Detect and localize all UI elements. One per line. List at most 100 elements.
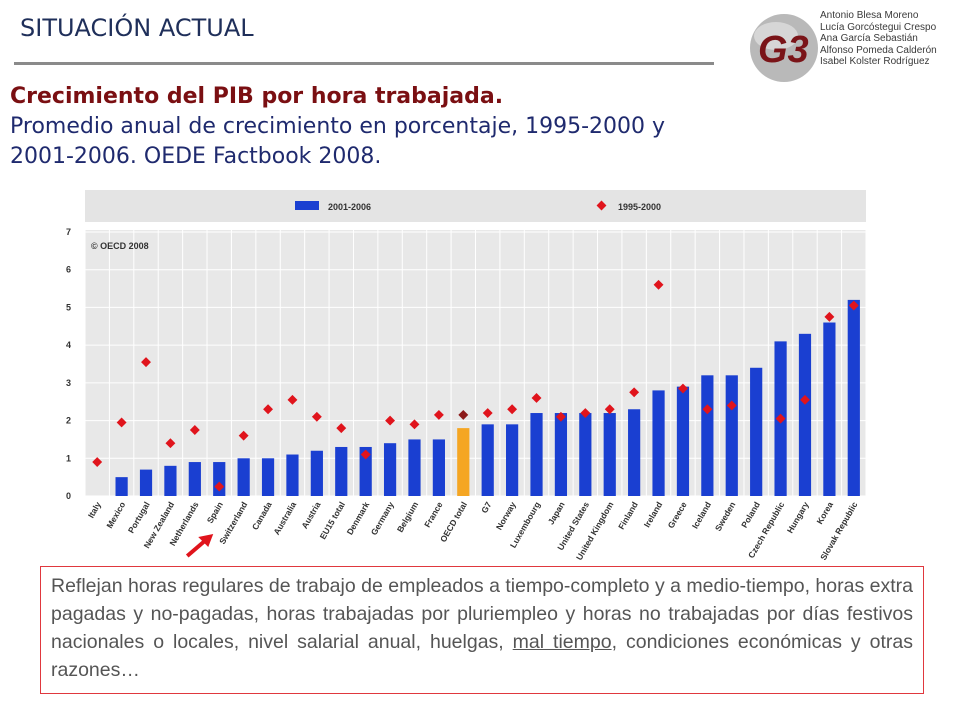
marker-1995-2000 [360,449,371,460]
marker-1995-2000 [287,394,298,405]
x-tick-label: G7 [479,500,493,515]
bar [506,424,519,496]
marker-1995-2000 [238,430,249,441]
bar [237,458,250,496]
bar [652,390,665,496]
x-tick-label: Austria [299,500,322,531]
bar [432,439,445,496]
bar [359,446,372,496]
bar [798,333,812,496]
legend-label: 1995-2000 [618,202,661,212]
x-tick-label: Korea [814,500,835,526]
author-name: Lucía Gorcóstegui Crespo [820,21,937,33]
marker-1995-2000 [531,392,542,403]
marker-1995-2000 [775,413,786,424]
bar [261,458,275,496]
logo-globe-shine [754,22,798,50]
marker-1995-2000 [702,404,713,415]
marker-1995-2000 [433,409,444,420]
author-list: Antonio Blesa Moreno Lucía Gorcóstegui C… [820,10,937,68]
bar [481,424,494,496]
x-tick-label: Denmark [345,500,372,537]
y-tick-label: 6 [66,265,71,275]
marker-1995-2000 [409,419,420,430]
marker-1995-2000 [385,415,396,426]
x-tick-label: Hungary [785,500,811,535]
bar [554,413,568,496]
marker-1995-2000 [848,300,859,311]
section-title: SITUACIÓN ACTUAL [20,14,254,42]
x-tick-label: Australia [271,500,298,537]
marker-1995-2000 [555,411,566,422]
y-tick-label: 2 [66,416,71,426]
explanation-box: Reflejan horas regulares de trabajo de e… [40,566,924,694]
bar [457,428,470,496]
copyright-annotation: © OECD 2008 [91,241,149,251]
marker-1995-2000 [678,383,688,394]
marker-1995-2000 [116,417,127,428]
bar [579,413,592,496]
legend-bar-swatch [295,201,319,210]
note-underlined-text: mal tiempo [512,631,612,653]
heading-subtitle: Promedio anual de crecimiento en porcent… [10,114,666,169]
bar [847,299,860,496]
bar [188,462,201,496]
marker-1995-2000 [189,425,200,435]
marker-1995-2000 [800,394,810,405]
bar [530,413,543,496]
marker-1995-2000 [726,400,737,411]
marker-1995-2000 [214,481,225,492]
bar [823,322,836,496]
note-text: Reflejan horas regulares de trabajo de e… [51,575,913,653]
x-tick-label: Norway [494,500,518,532]
bar [725,375,738,496]
marker-1995-2000 [604,404,615,415]
y-tick-label: 7 [66,227,71,237]
marker-1995-2000 [165,438,176,449]
x-tick-label: Sweden [713,500,738,533]
marker-1995-2000 [653,279,664,290]
marker-1995-2000 [311,411,322,422]
title-divider [14,62,714,65]
x-tick-label: Iceland [690,500,713,530]
bar [139,469,153,496]
author-name: Ana García Sebastián [820,33,918,44]
bar [383,443,397,496]
y-tick-label: 3 [66,378,71,388]
marker-1995-2000 [141,357,151,368]
marker-1995-2000 [458,409,469,420]
y-tick-label: 1 [66,453,71,463]
legend-band [85,190,866,222]
x-tick-label: Poland [739,500,762,530]
y-tick-label: 0 [66,491,71,501]
bar [628,409,641,496]
bar [603,413,616,496]
bar [164,465,177,496]
logo-text: G3 [758,29,809,71]
legend-label: 2001-2006 [328,202,371,212]
gdp-per-hour-chart: 2001-2006 1995-2000 0 1 2 3 4 5 6 7 © OECD 2008 Ita… [66,190,867,562]
x-tick-label: Belgium [395,500,421,534]
x-tick-label: EU15 total [318,500,347,541]
x-tick-label: Ireland [642,500,665,529]
x-tick-label: Finland [616,500,640,531]
bar [676,386,690,496]
x-tick-label: Spain [205,500,225,525]
author-name: Antonio Blesa Moreno [820,10,919,21]
arrow-head [198,534,214,547]
legend-marker-swatch [596,200,607,211]
x-tick-label: Portugal [126,500,152,535]
g3-logo: G3 [750,14,818,82]
author-name: Isabel Kolster Rodríguez [820,56,930,67]
x-tick-label: Japan [546,500,567,526]
marker-1995-2000 [629,387,640,398]
x-tick-label: Greece [666,500,689,530]
note-text-end: , condiciones económicas y otras razones… [51,631,913,681]
marker-1995-2000 [580,408,591,418]
x-tick-label: Canada [250,500,274,532]
bar [115,477,128,496]
heading-bold: Crecimiento del PIB por hora trabajada. [10,84,504,109]
x-tick-label: France [422,500,445,529]
x-tick-label: Italy [86,500,103,520]
bar [701,375,714,496]
